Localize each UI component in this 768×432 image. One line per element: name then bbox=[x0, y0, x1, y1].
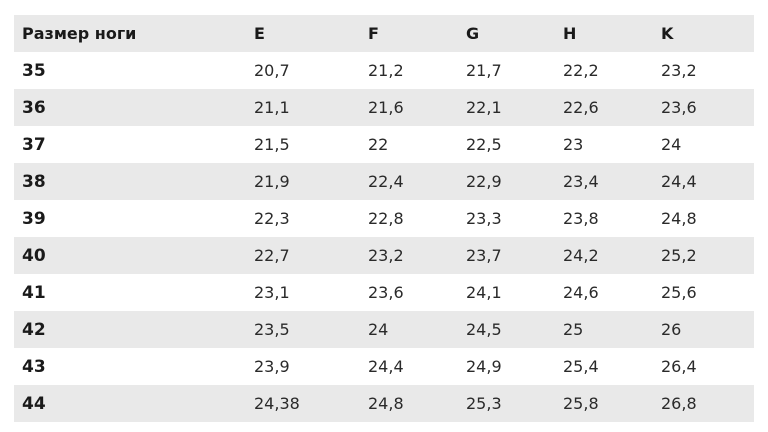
value-cell: 20,7 bbox=[254, 61, 290, 80]
value-cell: 22,7 bbox=[254, 246, 290, 265]
table-row: 38 21,9 22,4 22,9 23,4 24,4 bbox=[14, 163, 754, 200]
table-row: 42 23,5 24 24,5 25 26 bbox=[14, 311, 754, 348]
value-cell: 23,5 bbox=[254, 320, 290, 339]
value-cell: 21,5 bbox=[254, 135, 290, 154]
size-cell: 37 bbox=[22, 134, 46, 155]
value-cell: 22,1 bbox=[466, 98, 502, 117]
value-cell: 22,4 bbox=[368, 172, 404, 191]
size-cell: 40 bbox=[22, 245, 46, 266]
value-cell: 24,8 bbox=[661, 209, 697, 228]
value-cell: 23,2 bbox=[661, 61, 697, 80]
size-cell: 41 bbox=[22, 282, 46, 303]
table-row: 36 21,1 21,6 22,1 22,6 23,6 bbox=[14, 89, 754, 126]
value-cell: 24,9 bbox=[466, 357, 502, 376]
value-cell: 24 bbox=[368, 320, 389, 339]
value-cell: 25 bbox=[563, 320, 584, 339]
value-cell: 21,6 bbox=[368, 98, 404, 117]
value-cell: 21,9 bbox=[254, 172, 290, 191]
table-row: 44 24,38 24,8 25,3 25,8 26,8 bbox=[14, 385, 754, 422]
table-header-row: Размер ноги E F G H K bbox=[14, 15, 754, 52]
value-cell: 25,8 bbox=[563, 394, 599, 413]
foot-size-table: Размер ноги E F G H K 35 20,7 21,2 21,7 … bbox=[14, 15, 754, 422]
header-width-e: E bbox=[254, 24, 265, 43]
value-cell: 24,1 bbox=[466, 283, 502, 302]
table-row: 37 21,5 22 22,5 23 24 bbox=[14, 126, 754, 163]
value-cell: 22 bbox=[368, 135, 389, 154]
value-cell: 23,7 bbox=[466, 246, 502, 265]
value-cell: 21,2 bbox=[368, 61, 404, 80]
table-row: 41 23,1 23,6 24,1 24,6 25,6 bbox=[14, 274, 754, 311]
value-cell: 23,6 bbox=[661, 98, 697, 117]
table-row: 39 22,3 22,8 23,3 23,8 24,8 bbox=[14, 200, 754, 237]
header-width-k: K bbox=[661, 24, 674, 43]
size-cell: 35 bbox=[22, 60, 46, 81]
value-cell: 23,1 bbox=[254, 283, 290, 302]
size-cell: 38 bbox=[22, 171, 46, 192]
table-row: 35 20,7 21,2 21,7 22,2 23,2 bbox=[14, 52, 754, 89]
value-cell: 24,8 bbox=[368, 394, 404, 413]
value-cell: 23,3 bbox=[466, 209, 502, 228]
size-cell: 42 bbox=[22, 319, 46, 340]
size-cell: 39 bbox=[22, 208, 46, 229]
value-cell: 24 bbox=[661, 135, 682, 154]
value-cell: 23,9 bbox=[254, 357, 290, 376]
size-cell: 43 bbox=[22, 356, 46, 377]
value-cell: 24,4 bbox=[368, 357, 404, 376]
value-cell: 22,9 bbox=[466, 172, 502, 191]
value-cell: 25,2 bbox=[661, 246, 697, 265]
header-width-f: F bbox=[368, 24, 379, 43]
value-cell: 22,8 bbox=[368, 209, 404, 228]
value-cell: 25,6 bbox=[661, 283, 697, 302]
value-cell: 26,4 bbox=[661, 357, 697, 376]
header-width-h: H bbox=[563, 24, 577, 43]
size-cell: 44 bbox=[22, 393, 46, 414]
value-cell: 23,2 bbox=[368, 246, 404, 265]
value-cell: 22,2 bbox=[563, 61, 599, 80]
value-cell: 22,3 bbox=[254, 209, 290, 228]
value-cell: 22,5 bbox=[466, 135, 502, 154]
value-cell: 26,8 bbox=[661, 394, 697, 413]
value-cell: 25,3 bbox=[466, 394, 502, 413]
value-cell: 24,6 bbox=[563, 283, 599, 302]
value-cell: 23,6 bbox=[368, 283, 404, 302]
value-cell: 21,7 bbox=[466, 61, 502, 80]
size-cell: 36 bbox=[22, 97, 46, 118]
value-cell: 24,38 bbox=[254, 394, 300, 413]
header-width-g: G bbox=[466, 24, 480, 43]
table-row: 43 23,9 24,4 24,9 25,4 26,4 bbox=[14, 348, 754, 385]
value-cell: 25,4 bbox=[563, 357, 599, 376]
value-cell: 23 bbox=[563, 135, 584, 154]
value-cell: 22,6 bbox=[563, 98, 599, 117]
size-chart-container: Размер ноги E F G H K 35 20,7 21,2 21,7 … bbox=[14, 15, 754, 422]
value-cell: 24,2 bbox=[563, 246, 599, 265]
table-row: 40 22,7 23,2 23,7 24,2 25,2 bbox=[14, 237, 754, 274]
header-foot-size: Размер ноги bbox=[22, 24, 137, 43]
value-cell: 24,4 bbox=[661, 172, 697, 191]
value-cell: 24,5 bbox=[466, 320, 502, 339]
value-cell: 23,4 bbox=[563, 172, 599, 191]
value-cell: 23,8 bbox=[563, 209, 599, 228]
value-cell: 26 bbox=[661, 320, 682, 339]
value-cell: 21,1 bbox=[254, 98, 290, 117]
